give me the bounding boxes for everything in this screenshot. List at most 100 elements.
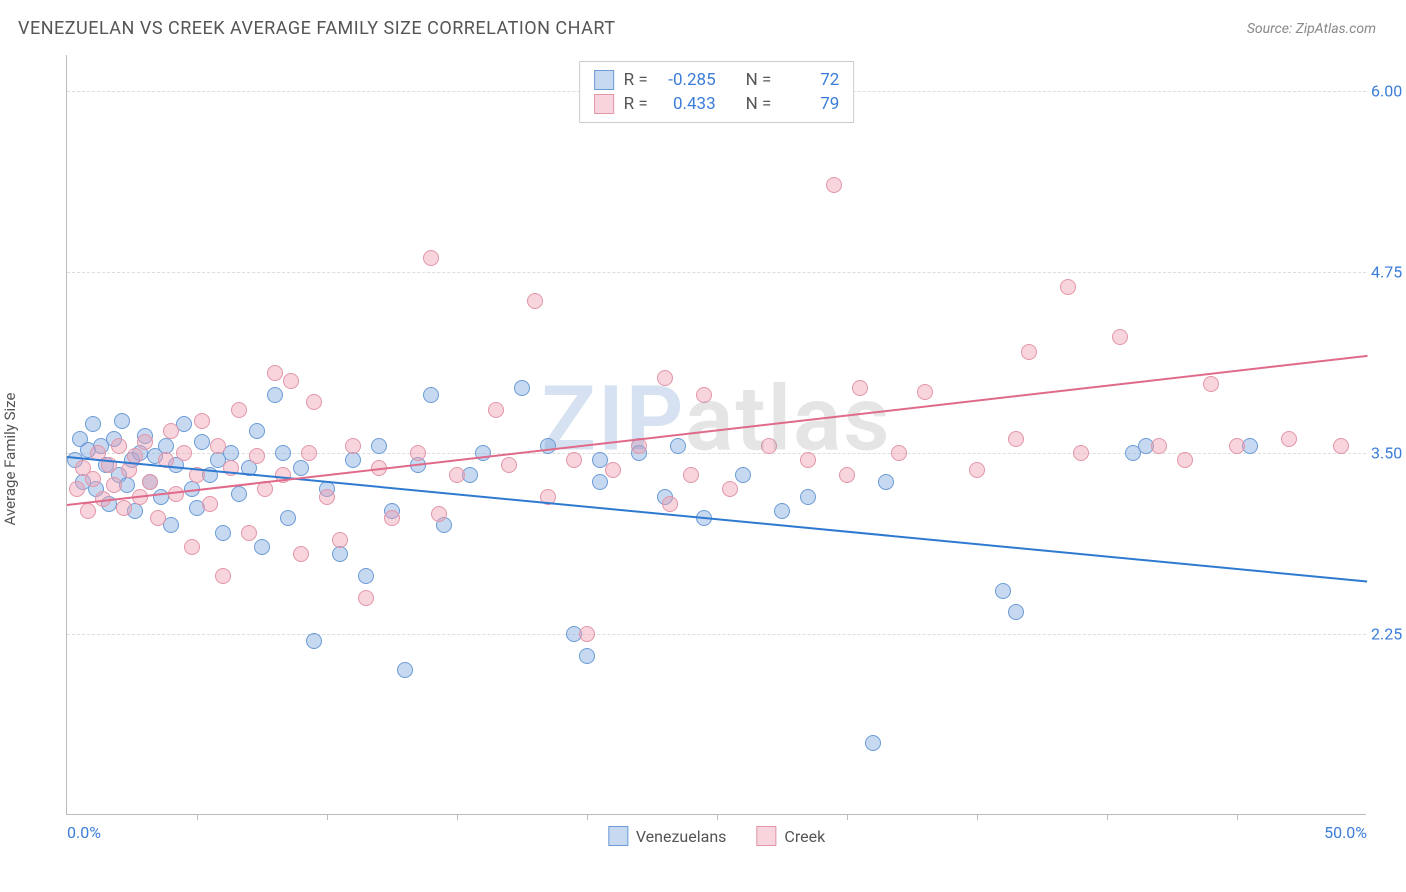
data-point bbox=[1333, 438, 1349, 454]
y-tick-label: 3.50 bbox=[1371, 444, 1406, 463]
data-point bbox=[280, 510, 296, 526]
x-tick bbox=[327, 814, 328, 820]
r-value-1: -0.285 bbox=[658, 70, 716, 90]
legend: Venezuelans Creek bbox=[608, 826, 825, 846]
x-tick bbox=[977, 814, 978, 820]
data-point bbox=[371, 438, 387, 454]
y-axis-label: Average Family Size bbox=[1, 393, 19, 526]
swatch-series1 bbox=[594, 70, 614, 90]
data-point bbox=[153, 489, 169, 505]
data-point bbox=[1008, 431, 1024, 447]
data-point bbox=[85, 416, 101, 432]
data-point bbox=[215, 525, 231, 541]
r-label: R = bbox=[624, 94, 648, 114]
data-point bbox=[1112, 329, 1128, 345]
chart-container: Average Family Size ZIPatlas R = -0.285 … bbox=[50, 55, 1390, 845]
data-point bbox=[514, 380, 530, 396]
data-point bbox=[800, 452, 816, 468]
data-point bbox=[670, 438, 686, 454]
trendline bbox=[67, 456, 1367, 582]
x-tick-label-start: 0.0% bbox=[67, 823, 101, 842]
legend-item: Creek bbox=[756, 826, 825, 846]
data-point bbox=[210, 438, 226, 454]
data-point bbox=[283, 373, 299, 389]
data-point bbox=[423, 250, 439, 266]
data-point bbox=[1203, 376, 1219, 392]
data-point bbox=[1281, 431, 1297, 447]
data-point bbox=[184, 539, 200, 555]
x-tick bbox=[1237, 814, 1238, 820]
data-point bbox=[332, 532, 348, 548]
data-point bbox=[85, 471, 101, 487]
data-point bbox=[111, 438, 127, 454]
data-point bbox=[1177, 452, 1193, 468]
data-point bbox=[852, 380, 868, 396]
data-point bbox=[267, 387, 283, 403]
data-point bbox=[431, 506, 447, 522]
data-point bbox=[301, 445, 317, 461]
data-point bbox=[774, 503, 790, 519]
data-point bbox=[80, 503, 96, 519]
data-point bbox=[865, 735, 881, 751]
swatch-series1 bbox=[608, 826, 628, 846]
data-point bbox=[423, 387, 439, 403]
data-point bbox=[1060, 279, 1076, 295]
data-point bbox=[69, 481, 85, 497]
data-point bbox=[696, 387, 712, 403]
data-point bbox=[293, 460, 309, 476]
data-point bbox=[231, 486, 247, 502]
data-point bbox=[345, 438, 361, 454]
data-point bbox=[449, 467, 465, 483]
data-point bbox=[995, 583, 1011, 599]
data-point bbox=[1073, 445, 1089, 461]
data-point bbox=[917, 384, 933, 400]
data-point bbox=[592, 474, 608, 490]
y-tick-label: 4.75 bbox=[1371, 263, 1406, 282]
data-point bbox=[194, 434, 210, 450]
data-point bbox=[215, 568, 231, 584]
source-label: Source: ZipAtlas.com bbox=[1247, 21, 1376, 37]
data-point bbox=[969, 462, 985, 478]
data-point bbox=[657, 370, 673, 386]
data-point bbox=[249, 448, 265, 464]
legend-label-2: Creek bbox=[784, 827, 825, 846]
data-point bbox=[839, 467, 855, 483]
y-tick-label: 6.00 bbox=[1371, 82, 1406, 101]
data-point bbox=[142, 474, 158, 490]
data-point bbox=[137, 434, 153, 450]
data-point bbox=[121, 462, 137, 478]
x-tick bbox=[457, 814, 458, 820]
data-point bbox=[319, 489, 335, 505]
data-point bbox=[254, 539, 270, 555]
data-point bbox=[114, 413, 130, 429]
data-point bbox=[579, 648, 595, 664]
data-point bbox=[662, 496, 678, 512]
data-point bbox=[306, 394, 322, 410]
r-label: R = bbox=[624, 70, 648, 90]
swatch-series2 bbox=[594, 94, 614, 114]
data-point bbox=[231, 402, 247, 418]
data-point bbox=[241, 525, 257, 541]
data-point bbox=[501, 457, 517, 473]
n-label: N = bbox=[746, 94, 772, 114]
data-point bbox=[891, 445, 907, 461]
data-point bbox=[761, 438, 777, 454]
r-value-2: 0.433 bbox=[658, 94, 716, 114]
x-tick bbox=[717, 814, 718, 820]
n-label: N = bbox=[746, 70, 772, 90]
data-point bbox=[267, 365, 283, 381]
data-point bbox=[249, 423, 265, 439]
data-point bbox=[293, 546, 309, 562]
data-point bbox=[397, 662, 413, 678]
data-point bbox=[106, 477, 122, 493]
gridline bbox=[67, 634, 1366, 635]
data-point bbox=[345, 452, 361, 468]
x-tick bbox=[587, 814, 588, 820]
data-point bbox=[150, 510, 166, 526]
stat-row: R = 0.433 N = 79 bbox=[594, 92, 840, 116]
x-tick bbox=[197, 814, 198, 820]
data-point bbox=[722, 481, 738, 497]
data-point bbox=[1008, 604, 1024, 620]
data-point bbox=[800, 489, 816, 505]
data-point bbox=[826, 177, 842, 193]
